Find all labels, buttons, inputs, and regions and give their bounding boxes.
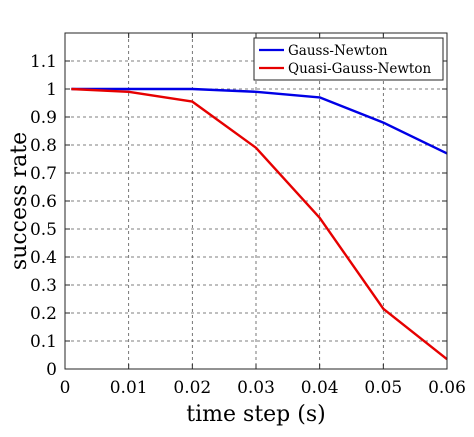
y-tick-label: 0.8 — [30, 136, 57, 156]
x-tick-label: 0.06 — [428, 378, 466, 398]
legend-label-quasi-gauss-newton: Quasi-Gauss-Newton — [288, 61, 431, 77]
y-tick-label: 0.3 — [30, 276, 57, 296]
x-tick-label: 0 — [60, 378, 71, 398]
x-tick-labels: 0 0.01 0.02 0.03 0.04 0.05 0.06 — [60, 378, 466, 398]
x-tick-label: 0.05 — [364, 378, 402, 398]
y-tick-label: 0 — [46, 360, 57, 380]
y-tick-label: 0.4 — [30, 248, 57, 268]
y-axis-title: success rate — [7, 132, 32, 270]
series-layer — [71, 87, 448, 361]
x-tick-label: 0.03 — [237, 378, 275, 398]
y-tick-label: 0.5 — [30, 220, 57, 240]
y-tick-label: 1 — [46, 80, 57, 100]
series-line-quasi-gauss-newton — [71, 87, 448, 361]
x-axis-title: time step (s) — [186, 402, 325, 427]
y-tick-label: 0.6 — [30, 192, 57, 212]
x-tick-label: 0.01 — [110, 378, 148, 398]
y-tick-label: 0.2 — [30, 304, 57, 324]
y-tick-label: 0.9 — [30, 108, 57, 128]
y-tick-labels: 0 0.1 0.2 0.3 0.4 0.5 0.6 0.7 0.8 0.9 1 1.1 — [30, 52, 57, 380]
series-line-gauss-newton — [71, 87, 448, 155]
ticks — [64, 33, 448, 370]
x-tick-label: 0.02 — [173, 378, 211, 398]
legend-box — [253, 37, 444, 81]
y-tick-label: 0.7 — [30, 164, 57, 184]
legend-label-gauss-newton: Gauss-Newton — [288, 43, 388, 59]
y-tick-label: 0.1 — [30, 332, 57, 352]
x-tick-label: 0.04 — [301, 378, 339, 398]
grid — [65, 33, 447, 369]
legend: Gauss-Newton Quasi-Gauss-Newton — [253, 37, 444, 81]
y-tick-label: 1.1 — [30, 52, 57, 72]
